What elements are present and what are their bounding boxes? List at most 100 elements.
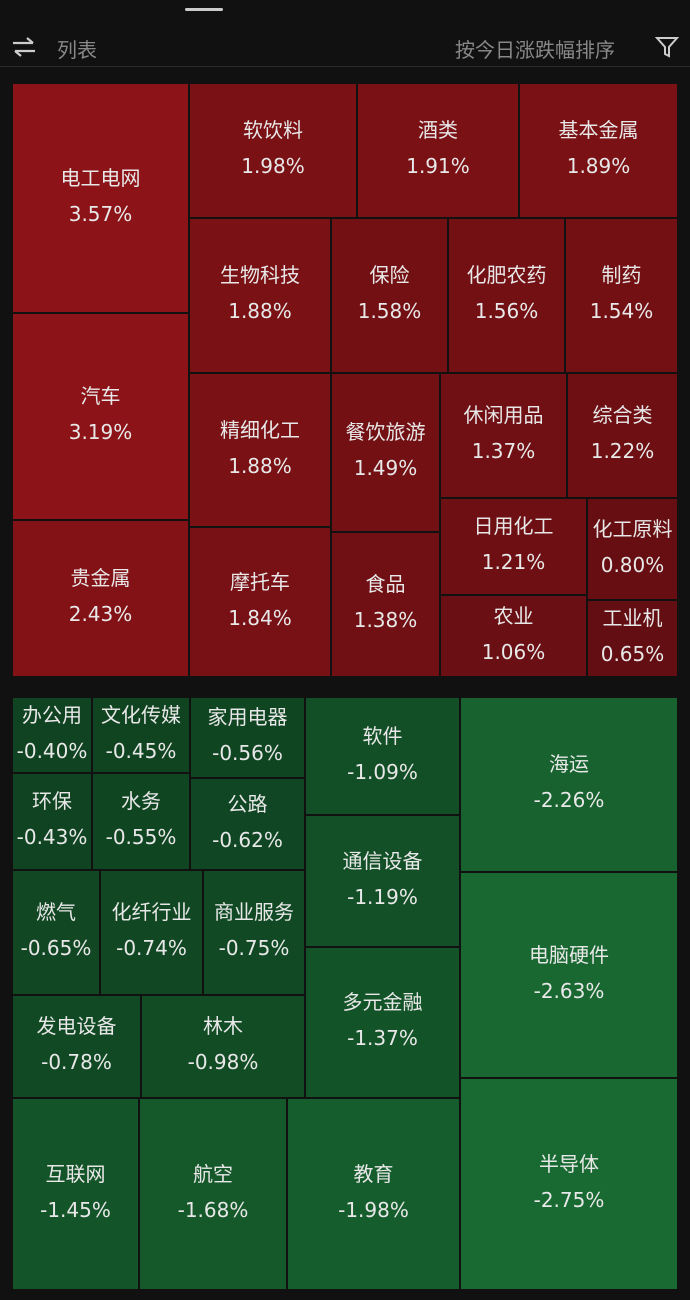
sector-tile[interactable]: 休闲用品 1.37% xyxy=(440,373,567,498)
sector-change: 3.57% xyxy=(68,201,133,226)
sector-name: 航空 xyxy=(193,1161,233,1186)
sector-name: 酒类 xyxy=(418,118,458,142)
sector-tile[interactable]: 化纤行业 -0.74% xyxy=(100,870,203,995)
sector-tile[interactable]: 日用化工 1.21% xyxy=(440,498,587,595)
sector-name: 教育 xyxy=(353,1161,394,1186)
sector-name: 电脑硬件 xyxy=(529,942,609,967)
sector-tile[interactable]: 燃气 -0.65% xyxy=(12,870,100,995)
sector-change: 1.22% xyxy=(590,439,655,463)
sector-name: 环保 xyxy=(32,789,72,813)
sector-name: 水务 xyxy=(121,789,161,813)
sector-name: 林木 xyxy=(203,1014,243,1038)
sector-change: -0.62% xyxy=(212,827,283,852)
sector-name: 软件 xyxy=(362,723,403,748)
sector-name: 汽车 xyxy=(80,384,121,408)
sector-change: 1.54% xyxy=(589,299,654,323)
sector-tile[interactable]: 办公用 -0.40% xyxy=(12,697,92,773)
sector-tile[interactable]: 软件 -1.09% xyxy=(305,697,460,815)
sector-tile[interactable]: 家用电器 -0.56% xyxy=(190,697,305,778)
sector-change: 1.49% xyxy=(353,456,418,480)
sector-tile[interactable]: 综合类 1.22% xyxy=(567,373,678,498)
sector-name: 半导体 xyxy=(539,1151,599,1176)
sector-tile[interactable]: 互联网 -1.45% xyxy=(12,1098,139,1290)
sector-name: 精细化工 xyxy=(220,417,300,442)
sector-tile[interactable]: 食品 1.38% xyxy=(331,532,440,677)
sector-name: 电工电网 xyxy=(60,165,141,190)
sector-tile[interactable]: 林木 -0.98% xyxy=(141,995,305,1098)
sector-change: 1.21% xyxy=(481,550,546,574)
sector-change: -1.19% xyxy=(347,884,418,909)
sector-name: 化纤行业 xyxy=(111,900,192,924)
sector-change: -2.26% xyxy=(533,788,605,812)
switch-icon[interactable] xyxy=(11,36,37,58)
sector-tile[interactable]: 多元金融 -1.37% xyxy=(305,947,460,1098)
sector-tile[interactable]: 航空 -1.68% xyxy=(139,1098,287,1290)
sector-name: 保险 xyxy=(369,263,410,287)
view-toggle[interactable]: 列表 xyxy=(57,38,97,62)
sector-tile[interactable]: 公路 -0.62% xyxy=(190,778,305,870)
sector-name: 制药 xyxy=(601,263,642,287)
sector-tile[interactable]: 工业机 0.65% xyxy=(587,600,678,677)
sector-change: 1.84% xyxy=(228,605,292,630)
sector-tile[interactable]: 电工电网 3.57% xyxy=(12,83,189,313)
sector-change: 1.56% xyxy=(474,299,539,323)
sector-name: 农业 xyxy=(493,603,534,628)
sector-tile[interactable]: 生物科技 1.88% xyxy=(189,218,331,373)
sector-name: 日用化工 xyxy=(473,514,554,538)
sector-name: 化肥农药 xyxy=(466,263,547,287)
sector-tile[interactable]: 电脑硬件 -2.63% xyxy=(460,872,678,1078)
sector-tile[interactable]: 保险 1.58% xyxy=(331,218,448,373)
sector-change: 2.43% xyxy=(68,602,133,626)
sector-tile[interactable]: 化工原料 0.80% xyxy=(587,498,678,600)
filter-icon[interactable] xyxy=(655,35,679,59)
sector-change: 0.80% xyxy=(600,552,665,577)
sector-change: -2.75% xyxy=(533,1187,605,1212)
sector-change: -0.98% xyxy=(187,1050,259,1074)
sector-tile[interactable]: 酒类 1.91% xyxy=(357,83,519,218)
sector-change: -1.37% xyxy=(347,1026,418,1050)
sector-change: 1.37% xyxy=(471,439,536,463)
sector-name: 多元金融 xyxy=(342,990,423,1014)
sector-change: 1.58% xyxy=(357,299,422,323)
sector-name: 文化传媒 xyxy=(101,702,181,727)
sector-change: -0.65% xyxy=(20,936,92,960)
sector-tile[interactable]: 贵金属 2.43% xyxy=(12,520,189,677)
sector-name: 食品 xyxy=(365,572,406,596)
sector-tile[interactable]: 农业 1.06% xyxy=(440,595,587,677)
sector-tile[interactable]: 半导体 -2.75% xyxy=(460,1078,678,1290)
sector-tile[interactable]: 摩托车 1.84% xyxy=(189,527,331,677)
sector-tile[interactable]: 精细化工 1.88% xyxy=(189,373,331,527)
sector-tile[interactable]: 基本金属 1.89% xyxy=(519,83,678,218)
sector-name: 软饮料 xyxy=(243,118,303,142)
sector-name: 基本金属 xyxy=(558,118,639,142)
sector-change: -1.09% xyxy=(347,759,418,784)
sector-change: 1.06% xyxy=(481,639,546,664)
sector-tile[interactable]: 文化传媒 -0.45% xyxy=(92,697,190,773)
sector-change: -1.98% xyxy=(338,1197,409,1222)
sector-tile[interactable]: 制药 1.54% xyxy=(565,218,678,373)
sector-tile[interactable]: 商业服务 -0.75% xyxy=(203,870,305,995)
sector-change: -0.55% xyxy=(105,825,177,849)
divider xyxy=(0,66,690,67)
sector-tile[interactable]: 软饮料 1.98% xyxy=(189,83,357,218)
sector-tile[interactable]: 发电设备 -0.78% xyxy=(12,995,141,1098)
sector-change: 1.88% xyxy=(228,299,292,323)
sector-change: 1.91% xyxy=(406,154,470,178)
sector-tile[interactable]: 教育 -1.98% xyxy=(287,1098,460,1290)
sector-tile[interactable]: 水务 -0.55% xyxy=(92,773,190,870)
sector-tile[interactable]: 餐饮旅游 1.49% xyxy=(331,373,440,532)
sector-tile[interactable]: 化肥农药 1.56% xyxy=(448,218,565,373)
sector-change: 1.89% xyxy=(566,154,631,178)
sector-tile[interactable]: 通信设备 -1.19% xyxy=(305,815,460,947)
sector-change: -1.68% xyxy=(177,1197,249,1222)
sector-tile[interactable]: 环保 -0.43% xyxy=(12,773,92,870)
sector-tile[interactable]: 海运 -2.26% xyxy=(460,697,678,872)
sector-name: 综合类 xyxy=(592,403,653,427)
sector-change: -0.43% xyxy=(16,825,88,849)
sort-label[interactable]: 按今日涨跌幅排序 xyxy=(455,38,615,62)
sector-name: 办公用 xyxy=(22,702,82,727)
sector-change: 1.38% xyxy=(353,608,418,632)
sector-tile[interactable]: 汽车 3.19% xyxy=(12,313,189,520)
sector-change: -0.74% xyxy=(116,936,187,960)
